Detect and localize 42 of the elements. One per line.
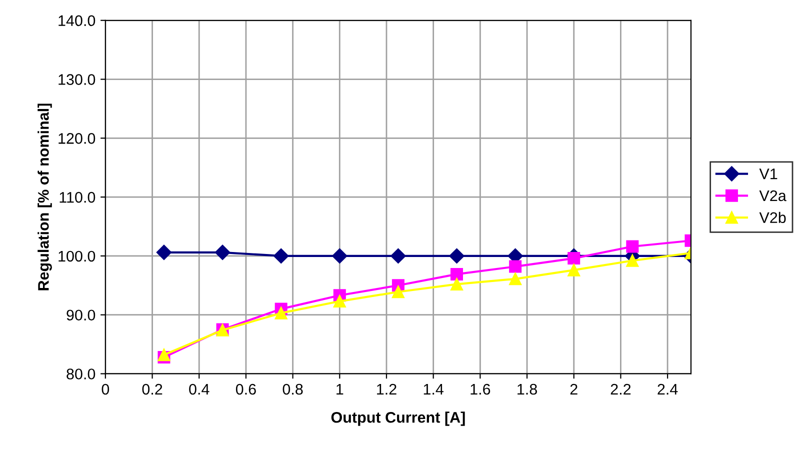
legend-label: V1 <box>759 168 778 180</box>
x-tick-label: 0.2 <box>142 384 162 395</box>
point <box>450 278 464 290</box>
point <box>568 264 580 276</box>
x-tick-label: 0.8 <box>282 384 303 395</box>
y-tick-label: 120.0 <box>58 133 96 144</box>
x-tick-label: 1.6 <box>470 384 490 395</box>
point <box>626 254 639 267</box>
y-tick-label: 100.0 <box>58 250 96 262</box>
y-tick-label: 140.0 <box>58 15 96 26</box>
point <box>274 306 288 320</box>
x-tick-label: 1 <box>336 384 344 395</box>
x-tick-label: 2.4 <box>658 384 678 395</box>
x-tick-label: 0.4 <box>189 384 210 395</box>
point <box>156 244 172 260</box>
x-tick-label: 2.2 <box>610 384 631 395</box>
point <box>214 244 230 260</box>
y-axis-title: Regulation [% of nominal] <box>38 104 52 290</box>
x-tick-label: 1.4 <box>424 384 444 395</box>
point <box>390 248 406 264</box>
legend-label: V2b <box>759 212 786 224</box>
x-tick-label: 0.6 <box>236 384 256 395</box>
point <box>568 252 580 265</box>
point <box>333 295 346 308</box>
x-tick-label: 1.8 <box>518 384 537 395</box>
x-tick-label: 1.2 <box>377 384 396 395</box>
legend-label: V2a <box>759 190 786 202</box>
point <box>274 248 289 264</box>
point <box>450 268 464 280</box>
y-tick-label: 80.0 <box>66 368 96 380</box>
point <box>392 286 404 298</box>
y-tick-label: 90.0 <box>66 310 96 321</box>
point <box>509 260 522 273</box>
y-tick-label: 110.0 <box>60 192 96 203</box>
point <box>449 248 464 264</box>
x-axis-title: Output Current [A] <box>331 412 465 426</box>
x-tick-label: 0 <box>102 384 110 395</box>
x-tick-label: 2 <box>570 384 578 395</box>
point <box>509 272 522 286</box>
point <box>332 248 348 264</box>
point <box>626 240 639 253</box>
y-tick-label: 130.0 <box>58 74 96 85</box>
